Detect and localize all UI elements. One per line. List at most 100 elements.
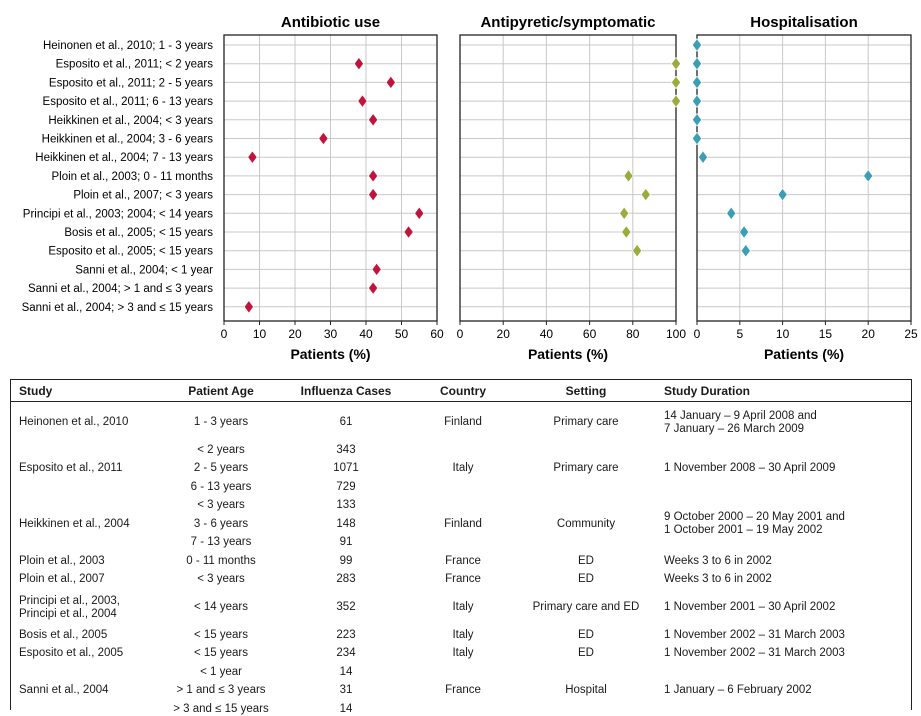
country: Finland: [444, 517, 482, 530]
tick-label: 5: [736, 327, 743, 341]
x-axis-label: Patients (%): [528, 346, 608, 362]
tick-label: 80: [626, 327, 640, 341]
data-point: [385, 75, 396, 90]
study-label: Heikkinen et al., 2004; < 3 years: [48, 115, 213, 127]
tick-label: 20: [862, 327, 876, 341]
tick-label: 40: [359, 327, 373, 341]
study-label: Sanni et al., 2004; > 1 and ≤ 3 years: [28, 283, 213, 295]
setting: ED: [578, 628, 594, 641]
patient-age: < 15 years: [193, 647, 249, 659]
data-point: [619, 206, 630, 221]
study-name: Principi et al., 2003, Principi et al., …: [19, 594, 121, 620]
study-table: Study Patient Age Influenza Cases Country Se…: [10, 379, 912, 715]
patient-age: < 14 years: [193, 600, 249, 613]
study-label: Esposito et al., 2011; 6 - 13 years: [43, 96, 214, 108]
data-point: [353, 56, 364, 71]
tick-label: 15: [819, 327, 833, 341]
panel-title: Hospitalisation: [750, 14, 858, 31]
country: Italy: [452, 601, 474, 613]
study-duration: 1 January – 6 February 2002: [664, 684, 812, 697]
data-point: [671, 56, 681, 71]
x-axis-label: Patients (%): [764, 346, 844, 362]
influenza-cases: 31: [339, 684, 353, 696]
panel-3: [692, 34, 912, 325]
study-duration: 1 November 2008 – 30 April 2009: [664, 462, 836, 475]
tick-label: 50: [395, 327, 409, 341]
influenza-cases: 223: [336, 628, 356, 641]
data-point: [671, 94, 681, 108]
data-point: [692, 131, 702, 146]
setting: Primary care: [553, 462, 619, 475]
study-name: Ploin et al., 2007: [19, 573, 105, 586]
setting: ED: [578, 647, 594, 660]
patient-age: 6 - 13 years: [190, 480, 252, 493]
influenza-cases: 234: [336, 647, 356, 659]
influenza-cases: 99: [339, 554, 353, 567]
data-point: [318, 131, 329, 146]
study-label: Heikkinen et al., 2004; 3 - 6 years: [42, 134, 214, 146]
setting: Primary care: [553, 416, 619, 428]
patient-age: < 3 years: [197, 573, 245, 585]
tick-label: 60: [430, 327, 444, 341]
table-header: Study: [19, 384, 53, 398]
data-point: [632, 243, 643, 258]
influenza-cases: 283: [336, 573, 356, 585]
country: France: [445, 573, 481, 586]
tick-label: 10: [776, 327, 790, 341]
tick-label: 0: [221, 327, 228, 341]
tick-label: 25: [904, 327, 918, 341]
tick-label: 20: [497, 327, 511, 341]
influenza-cases: 133: [336, 499, 356, 511]
study-duration: Weeks 3 to 6 in 2002: [664, 573, 772, 586]
setting: Primary care and ED: [532, 601, 640, 613]
study-label: Principi et al., 2003; 2004; < 14 years: [23, 208, 213, 220]
patient-age: < 3 years: [197, 499, 245, 511]
tick-label: 30: [324, 327, 338, 341]
data-point: [692, 38, 702, 52]
country: France: [445, 684, 481, 697]
data-point: [640, 187, 651, 202]
study-name: Bosis et al., 2005: [19, 628, 108, 641]
setting: Community: [556, 517, 616, 530]
data-point: [863, 169, 874, 183]
data-point: [740, 243, 751, 258]
data-point: [692, 94, 702, 108]
study-label: Esposito et al., 2005; < 15 years: [48, 246, 213, 258]
study-duration: 1 November 2001 – 30 April 2002: [664, 601, 836, 613]
study-label: Heikkinen et al., 2004; 7 - 13 years: [35, 152, 213, 164]
influenza-cases: 1071: [333, 462, 359, 474]
study-duration: 9 October 2000 – 20 May 2001 and 1 Octob…: [664, 511, 845, 537]
data-point: [243, 300, 254, 314]
study-label: Esposito et al., 2011; < 2 years: [56, 59, 214, 71]
data-point: [698, 150, 708, 164]
study-label: Esposito et al., 2011; 2 - 5 years: [49, 77, 213, 89]
tick-label: 20: [288, 327, 302, 341]
data-point: [368, 113, 379, 127]
chart-panels: Heinonen et al., 2010; 1 - 3 years Esposi…: [22, 14, 918, 362]
data-point: [368, 281, 379, 295]
study-label: Ploin et al., 2003; 0 - 11 months: [51, 171, 213, 183]
setting: Hospital: [565, 684, 607, 697]
patient-age: > 1 and ≤ 3 years: [176, 684, 266, 696]
header-divider: [11, 401, 911, 402]
panel-title: Antipyretic/symptomatic: [480, 14, 655, 31]
table-header: Influenza Cases: [300, 384, 392, 398]
influenza-cases: 14: [339, 665, 353, 678]
influenza-cases: 352: [336, 600, 356, 613]
influenza-cases: 343: [336, 443, 356, 456]
tick-label: 100: [666, 327, 686, 341]
study-name: Esposito et al., 2005: [19, 647, 124, 660]
data-point: [692, 56, 702, 71]
data-point: [739, 225, 750, 239]
patient-age: 3 - 6 years: [193, 517, 249, 530]
influenza-cases: 61: [339, 415, 353, 428]
patient-age: < 1 year: [200, 665, 242, 678]
patient-age: < 15 years: [193, 628, 249, 641]
country: Italy: [452, 462, 474, 475]
table-header: Setting: [565, 384, 607, 398]
patient-age: > 3 and ≤ 15 years: [173, 702, 269, 715]
study-label: Sanni et al., 2004; < 1 year: [75, 264, 213, 276]
study-name: Ploin et al., 2003: [19, 554, 105, 567]
patient-age: 1 - 3 years: [193, 415, 249, 428]
data-point: [623, 169, 634, 183]
